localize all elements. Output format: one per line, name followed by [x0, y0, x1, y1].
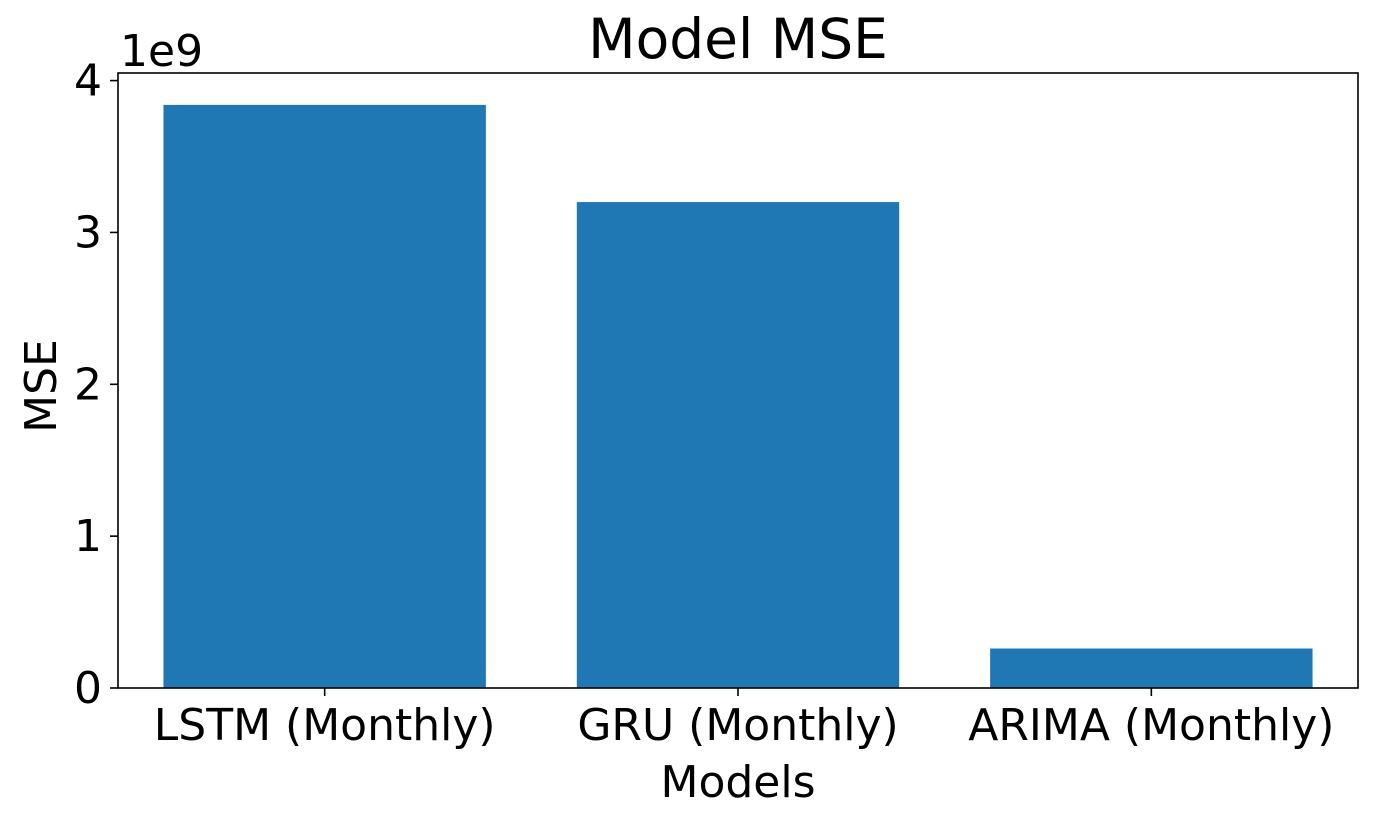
- bar-lstm-monthly: [163, 104, 486, 688]
- bar-arima-monthly: [990, 648, 1313, 688]
- x-axis-title: Models: [660, 757, 815, 808]
- y-axis-title: MSE: [16, 339, 67, 433]
- x-tick-label: GRU (Monthly): [577, 700, 898, 751]
- y-tick-label: 4: [74, 56, 102, 107]
- y-tick-label: 2: [74, 359, 102, 410]
- y-tick-label: 1: [74, 511, 102, 562]
- y-tick-label: 3: [74, 207, 102, 258]
- chart-title: Model MSE: [588, 7, 888, 71]
- axes-group: 0 1 2 3 4 LSTM (Monthly) GRU (Monthly) ARIMA (M…: [74, 56, 1359, 751]
- x-tick-label: ARIMA (Monthly): [968, 700, 1334, 751]
- bars-group: [163, 104, 1313, 688]
- bar-gru-monthly: [576, 202, 900, 688]
- y-tick-label: 0: [74, 663, 102, 714]
- x-tick-label: LSTM (Monthly): [154, 700, 496, 751]
- y-axis-offset-label: 1e9: [120, 26, 203, 77]
